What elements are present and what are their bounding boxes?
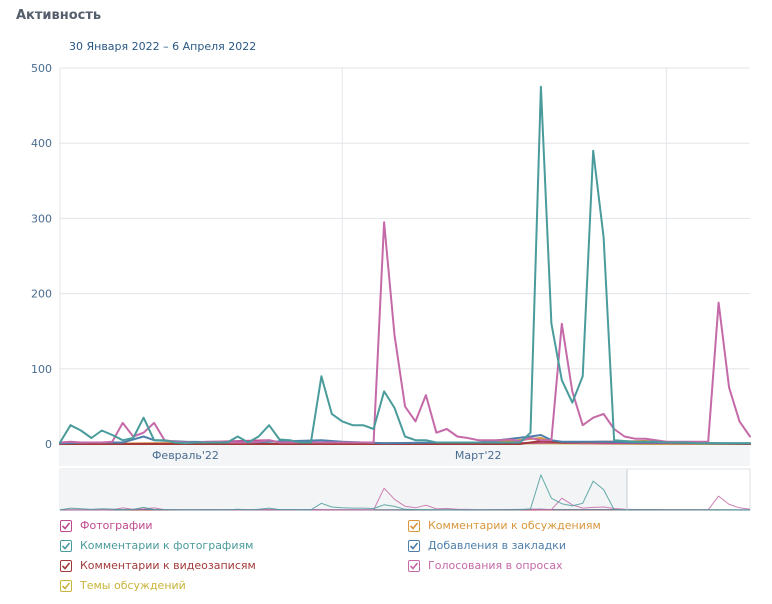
legend-item[interactable]: Темы обсуждений bbox=[60, 578, 186, 594]
legend-label: Комментарии к фотографиям bbox=[80, 539, 254, 552]
plot-area bbox=[60, 68, 750, 444]
legend-item[interactable]: Комментарии к фотографиям bbox=[60, 538, 253, 554]
checkbox-icon[interactable] bbox=[60, 540, 72, 552]
navigator-mask bbox=[60, 469, 627, 510]
x-tick-label: Февраль'22 bbox=[152, 449, 219, 462]
series-line bbox=[59, 85, 751, 445]
legend-label: Добавления в закладки bbox=[428, 539, 566, 552]
page-title: Активность bbox=[16, 8, 102, 23]
checkbox-icon[interactable] bbox=[60, 520, 72, 532]
legend-label: Голосования в опросах bbox=[428, 559, 563, 572]
legend-item[interactable]: Добавления в закладки bbox=[408, 538, 566, 554]
y-tick-label: 400 bbox=[31, 137, 52, 150]
legend-label: Фотографии bbox=[80, 519, 153, 532]
x-axis-band bbox=[60, 444, 750, 466]
y-tick-label: 500 bbox=[31, 62, 52, 75]
navigator-series-line bbox=[59, 474, 750, 511]
legend-label: Комментарии к видеозаписям bbox=[80, 559, 256, 572]
legend-label: Комментарии к обсуждениям bbox=[428, 519, 601, 532]
legend-item[interactable]: Комментарии к видеозаписям bbox=[60, 558, 256, 574]
legend-item[interactable]: Комментарии к обсуждениям bbox=[408, 518, 601, 534]
x-tick-label: Март'22 bbox=[455, 449, 502, 462]
y-tick-label: 300 bbox=[31, 212, 52, 225]
legend-label: Темы обсуждений bbox=[80, 579, 186, 592]
y-tick-label: 0 bbox=[45, 438, 52, 451]
chart-legend: Фотографии Комментарии к обсуждениям Комме… bbox=[60, 516, 760, 602]
date-range[interactable]: 30 Января 2022 – 6 Апреля 2022 bbox=[69, 40, 257, 53]
y-tick-label: 200 bbox=[31, 288, 52, 301]
checkbox-icon[interactable] bbox=[60, 560, 72, 572]
y-tick-label: 100 bbox=[31, 363, 52, 376]
legend-item[interactable]: Фотографии bbox=[60, 518, 153, 534]
legend-item[interactable]: Голосования в опросах bbox=[408, 558, 563, 574]
checkbox-icon[interactable] bbox=[408, 560, 420, 572]
activity-chart: 0 100 200 300 400 500 Февраль'22 Март'22 bbox=[31, 62, 751, 511]
series-line bbox=[59, 434, 751, 445]
checkbox-icon[interactable] bbox=[408, 520, 420, 532]
checkbox-icon[interactable] bbox=[60, 580, 72, 592]
checkbox-icon[interactable] bbox=[408, 540, 420, 552]
